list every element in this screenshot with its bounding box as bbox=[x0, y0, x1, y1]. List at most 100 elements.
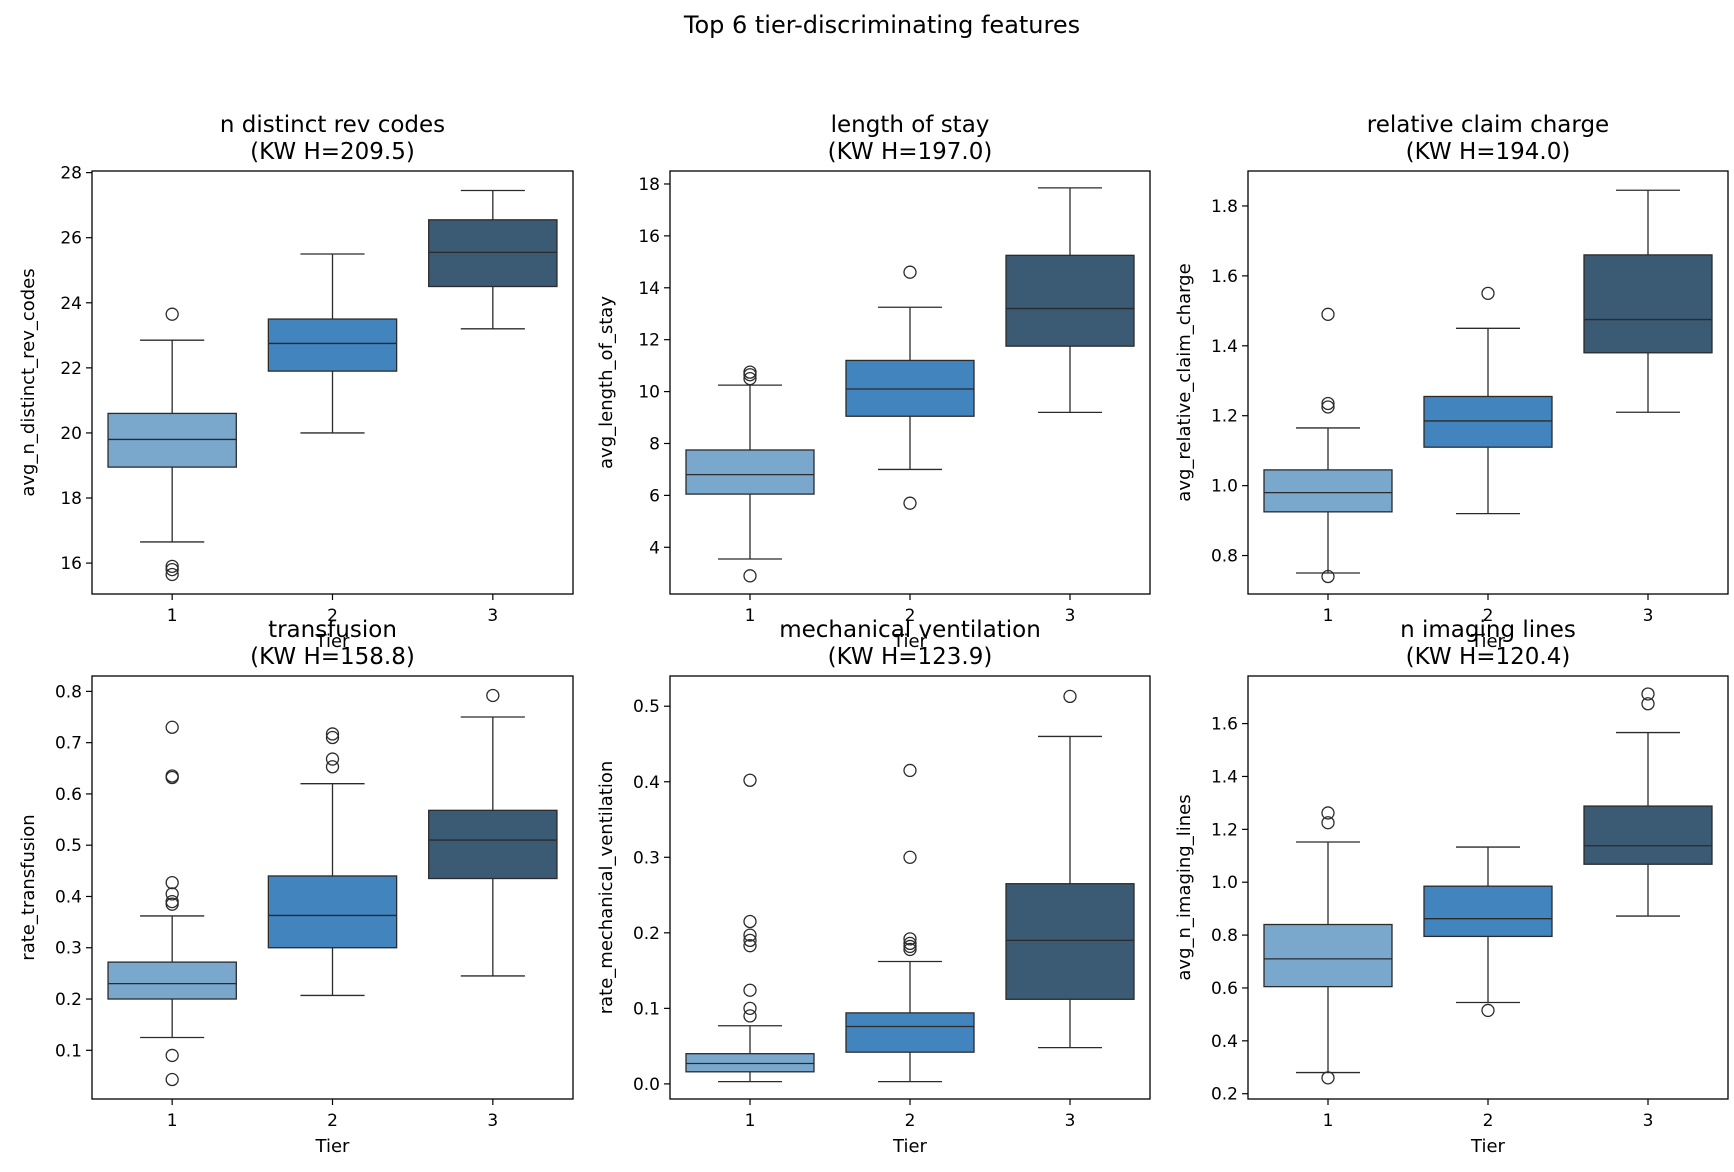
box-tier-1 bbox=[1263, 806, 1393, 1085]
outlier-point bbox=[743, 914, 757, 929]
iqr-box bbox=[1583, 254, 1713, 354]
outlier-point bbox=[165, 887, 179, 901]
x-tick-label: 3 bbox=[1065, 1111, 1076, 1131]
x-axis-label: Tier bbox=[315, 1136, 351, 1157]
y-tick-label: 1.0 bbox=[1211, 873, 1238, 893]
box-tier-3 bbox=[428, 688, 558, 977]
x-tick-label: 3 bbox=[1643, 606, 1654, 626]
outlier-point bbox=[903, 936, 917, 951]
y-tick-label: 4 bbox=[649, 538, 660, 558]
y-tick-label: 28 bbox=[60, 164, 82, 184]
figure-title: Top 6 tier-discriminating features bbox=[683, 11, 1080, 39]
x-tick-label: 3 bbox=[1643, 1111, 1654, 1131]
subplot-title: n imaging lines bbox=[1400, 617, 1576, 643]
y-tick-label: 0.4 bbox=[1211, 1032, 1238, 1052]
x-tick-label: 2 bbox=[1483, 606, 1494, 626]
subplot-subtitle: (KW H=209.5) bbox=[250, 139, 415, 165]
box-tier-2 bbox=[845, 763, 975, 1083]
iqr-box bbox=[1263, 469, 1393, 513]
outlier-point bbox=[903, 932, 917, 946]
y-axis-label: avg_relative_claim_charge bbox=[1174, 263, 1195, 501]
y-tick-label: 22 bbox=[60, 359, 82, 379]
iqr-box bbox=[107, 412, 237, 468]
box-tier-3 bbox=[1583, 687, 1713, 917]
y-tick-label: 1.8 bbox=[1211, 197, 1238, 217]
outlier-point bbox=[903, 939, 917, 954]
outlier-point bbox=[1321, 396, 1335, 411]
subplot-title: mechanical ventilation bbox=[779, 617, 1041, 643]
y-tick-label: 16 bbox=[638, 227, 660, 247]
box-tier-2 bbox=[845, 265, 975, 510]
y-tick-label: 0.2 bbox=[633, 924, 660, 944]
outlier-point bbox=[165, 1048, 179, 1063]
x-tick-label: 1 bbox=[167, 606, 178, 626]
iqr-box bbox=[428, 809, 558, 880]
outlier-point bbox=[903, 496, 917, 510]
outlier-point bbox=[1481, 286, 1495, 301]
y-axis-label: avg_n_distinct_rev_codes bbox=[18, 268, 39, 496]
x-axis-label: Tier bbox=[892, 631, 928, 652]
y-axis-label: avg_n_imaging_lines bbox=[1174, 794, 1195, 980]
y-tick-label: 14 bbox=[638, 279, 660, 299]
y-tick-label: 1.4 bbox=[1211, 337, 1238, 357]
iqr-box bbox=[1005, 254, 1135, 347]
box-tier-2 bbox=[267, 253, 398, 434]
y-tick-label: 1.6 bbox=[1211, 267, 1238, 287]
iqr-box bbox=[1263, 923, 1393, 988]
iqr-box bbox=[1583, 805, 1713, 865]
y-tick-label: 18 bbox=[638, 175, 660, 195]
y-tick-label: 0.8 bbox=[1211, 547, 1238, 567]
y-tick-label: 26 bbox=[60, 229, 82, 249]
outlier-point bbox=[1321, 816, 1335, 830]
y-tick-label: 10 bbox=[638, 383, 660, 403]
outlier-point bbox=[325, 752, 340, 766]
iqr-box bbox=[107, 961, 237, 1000]
outlier-point bbox=[486, 688, 500, 703]
x-tick-label: 1 bbox=[745, 606, 756, 626]
outlier-point bbox=[165, 567, 179, 582]
y-tick-label: 8 bbox=[649, 434, 660, 454]
outlier-point bbox=[165, 875, 179, 890]
box-tier-3 bbox=[428, 189, 558, 330]
box-tier-2 bbox=[267, 727, 398, 997]
iqr-box bbox=[845, 1012, 975, 1053]
x-tick-label: 2 bbox=[905, 1111, 916, 1131]
iqr-box bbox=[267, 318, 398, 372]
subplot-5: mechanical ventilation(KW H=123.9) 0.0 0.1… bbox=[596, 617, 1151, 1157]
x-tick-label: 2 bbox=[327, 606, 338, 626]
outlier-point bbox=[325, 760, 340, 774]
box-tier-1 bbox=[107, 307, 237, 582]
y-tick-label: 0.8 bbox=[1211, 926, 1238, 946]
box-tier-1 bbox=[685, 773, 815, 1083]
outlier-point bbox=[903, 265, 917, 279]
y-tick-label: 1.2 bbox=[1211, 820, 1238, 840]
x-tick-label: 2 bbox=[327, 1111, 338, 1131]
outlier-point bbox=[325, 730, 340, 745]
box-tier-3 bbox=[1005, 689, 1135, 1049]
outlier-point bbox=[743, 569, 757, 583]
y-tick-label: 0.7 bbox=[55, 734, 82, 754]
y-tick-label: 1.6 bbox=[1211, 715, 1238, 735]
iqr-box bbox=[1423, 885, 1553, 938]
x-tick-label: 2 bbox=[1483, 1111, 1494, 1131]
x-tick-label: 1 bbox=[1323, 606, 1334, 626]
y-axis-label: avg_length_of_stay bbox=[596, 296, 617, 469]
y-tick-label: 1.2 bbox=[1211, 407, 1238, 427]
subplot-2: length of stay(KW H=197.0)46810121416181… bbox=[596, 112, 1151, 652]
subplot-title: n distinct rev codes bbox=[220, 112, 445, 138]
x-axis-label: Tier bbox=[892, 1136, 928, 1157]
x-tick-label: 1 bbox=[167, 1111, 178, 1131]
y-tick-label: 18 bbox=[60, 489, 82, 509]
y-tick-label: 0.2 bbox=[55, 990, 82, 1010]
outlier-point bbox=[743, 1009, 757, 1023]
subplot-subtitle: (KW H=120.4) bbox=[1406, 644, 1571, 670]
x-tick-label: 1 bbox=[745, 1111, 756, 1131]
outlier-point bbox=[1481, 1003, 1495, 1018]
box-tier-1 bbox=[685, 365, 815, 583]
subplot-subtitle: (KW H=194.0) bbox=[1406, 139, 1571, 165]
y-tick-label: 0.1 bbox=[633, 999, 660, 1019]
y-tick-label: 0.4 bbox=[55, 887, 82, 907]
outlier-point bbox=[1321, 806, 1335, 820]
y-tick-label: 6 bbox=[649, 486, 660, 506]
outlier-point bbox=[165, 562, 179, 577]
